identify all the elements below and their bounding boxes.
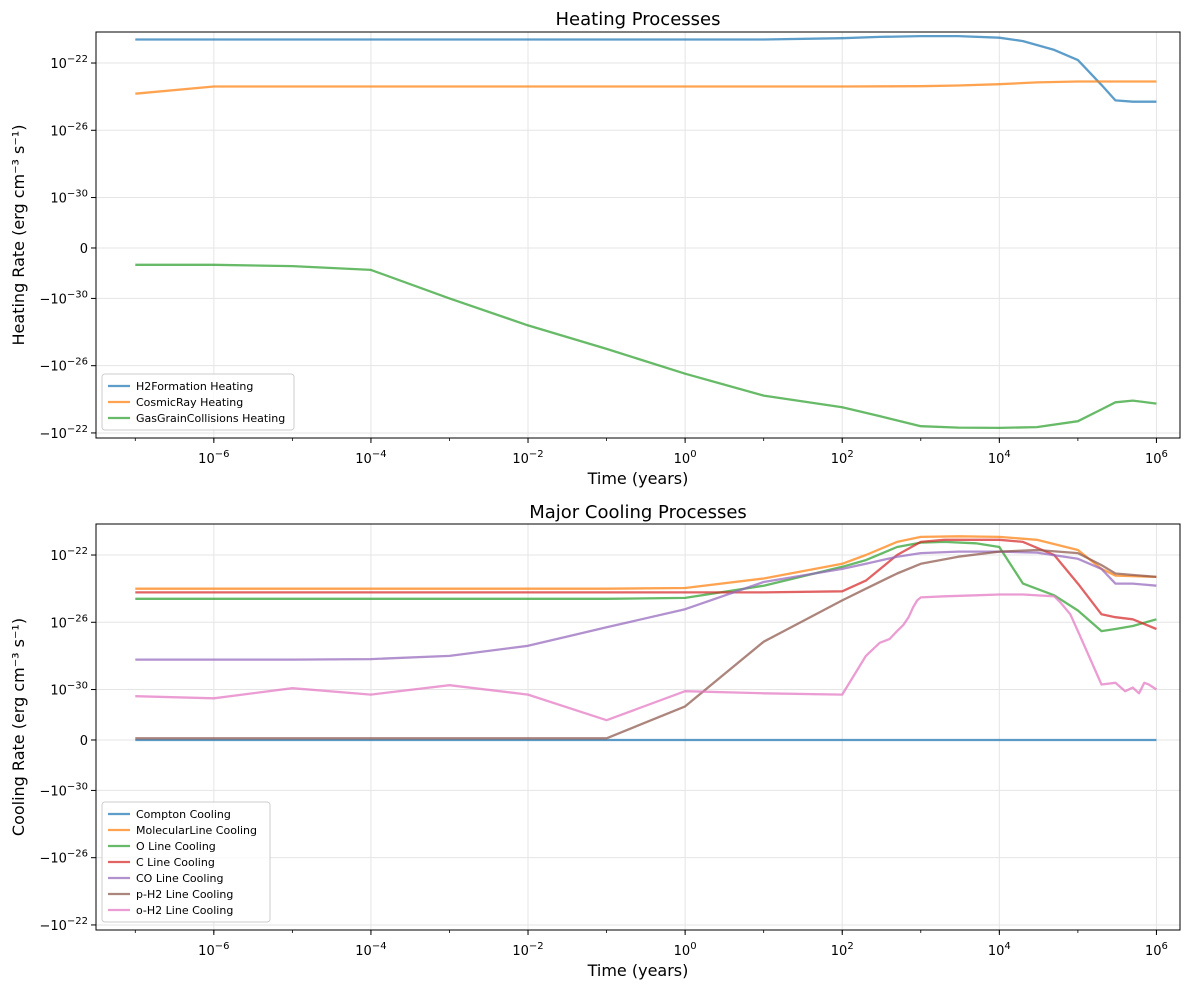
x-tick-label: 10−6 — [198, 941, 229, 959]
legend-label: GasGrainCollisions Heating — [136, 412, 285, 425]
legend-label: o-H2 Line Cooling — [136, 904, 233, 917]
y-tick-label: 10−26 — [50, 613, 88, 631]
x-tick-label: 10−2 — [512, 449, 543, 467]
x-tick-label: 104 — [988, 449, 1011, 467]
series-line-gasgraincollisions-heating — [135, 263, 1157, 430]
legend-label: H2Formation Heating — [136, 380, 253, 393]
legend-label: O Line Cooling — [136, 840, 216, 853]
y-tick-label: 0 — [80, 242, 88, 257]
axes-frame — [95, 31, 1181, 439]
y-tick-label: 0 — [80, 734, 88, 749]
y-tick-label: −10−22 — [39, 424, 88, 442]
series-line-h2formation-heating — [135, 34, 1157, 103]
series-line-p-h2-line-cooling — [135, 548, 1157, 740]
y-axis-label: Cooling Rate (erg cm⁻³ s⁻¹) — [9, 618, 28, 836]
legend: Compton Cooling MolecularLine Cooling O Li… — [101, 801, 271, 923]
x-tick-label: 106 — [1145, 449, 1168, 467]
x-tick-label: 106 — [1145, 941, 1168, 959]
x-axis-label: Time (years) — [587, 469, 689, 488]
y-tick-label: 10−26 — [50, 121, 88, 139]
legend-box — [101, 801, 271, 923]
legend-label: MolecularLine Cooling — [136, 824, 257, 837]
legend-box — [101, 373, 295, 431]
series-line-o-h2-line-cooling — [135, 593, 1158, 722]
legend-label: CosmicRay Heating — [136, 396, 243, 409]
x-tick-label: 104 — [988, 941, 1011, 959]
series-line-co-line-cooling — [135, 550, 1157, 661]
cooling-chart: 10−6 10−4 10−2 100 102 104 106 10−22 10−26 10−30 0… — [9, 502, 1181, 980]
x-axis-label: Time (years) — [587, 961, 689, 980]
x-tick-label: 102 — [831, 941, 854, 959]
series-line-cosmicray-heating — [135, 80, 1157, 95]
y-tick-label: 10−30 — [50, 189, 88, 207]
series-line-o-line-cooling — [135, 540, 1157, 633]
y-tick-label: −10−30 — [39, 289, 88, 307]
x-tick-label: 100 — [674, 941, 697, 959]
legend-label: C Line Cooling — [136, 856, 215, 869]
y-tick-label: 10−22 — [50, 546, 88, 564]
heating-chart: 10−6 10−4 10−2 100 102 104 106 10−22 10−26 10−30 0… — [9, 9, 1181, 488]
x-tick-label: 10−4 — [355, 941, 386, 959]
y-tick-label: 10−22 — [50, 54, 88, 72]
x-tick-label: 100 — [674, 449, 697, 467]
legend: H2Formation Heating CosmicRay Heating GasG… — [101, 373, 295, 431]
y-tick-label: −10−30 — [39, 781, 88, 799]
chart-title: Heating Processes — [556, 9, 721, 30]
y-axis-label: Heating Rate (erg cm⁻³ s⁻¹) — [9, 125, 28, 346]
legend-label: Compton Cooling — [136, 808, 231, 821]
legend-label: p-H2 Line Cooling — [136, 888, 233, 901]
x-tick-label: 102 — [831, 449, 854, 467]
x-tick-label: 10−4 — [355, 449, 386, 467]
series-line-molecularline-cooling — [135, 535, 1157, 590]
y-tick-label: −10−26 — [39, 357, 88, 375]
x-tick-label: 10−6 — [198, 449, 229, 467]
axes-frame — [95, 523, 1181, 931]
series-line-c-line-cooling — [135, 538, 1157, 631]
y-tick-label: 10−30 — [50, 681, 88, 699]
y-tick-label: −10−22 — [39, 916, 88, 934]
y-tick-label: −10−26 — [39, 849, 88, 867]
x-tick-label: 10−2 — [512, 941, 543, 959]
legend-label: CO Line Cooling — [136, 872, 223, 885]
grid — [96, 32, 1180, 438]
chart-title: Major Cooling Processes — [529, 502, 747, 523]
